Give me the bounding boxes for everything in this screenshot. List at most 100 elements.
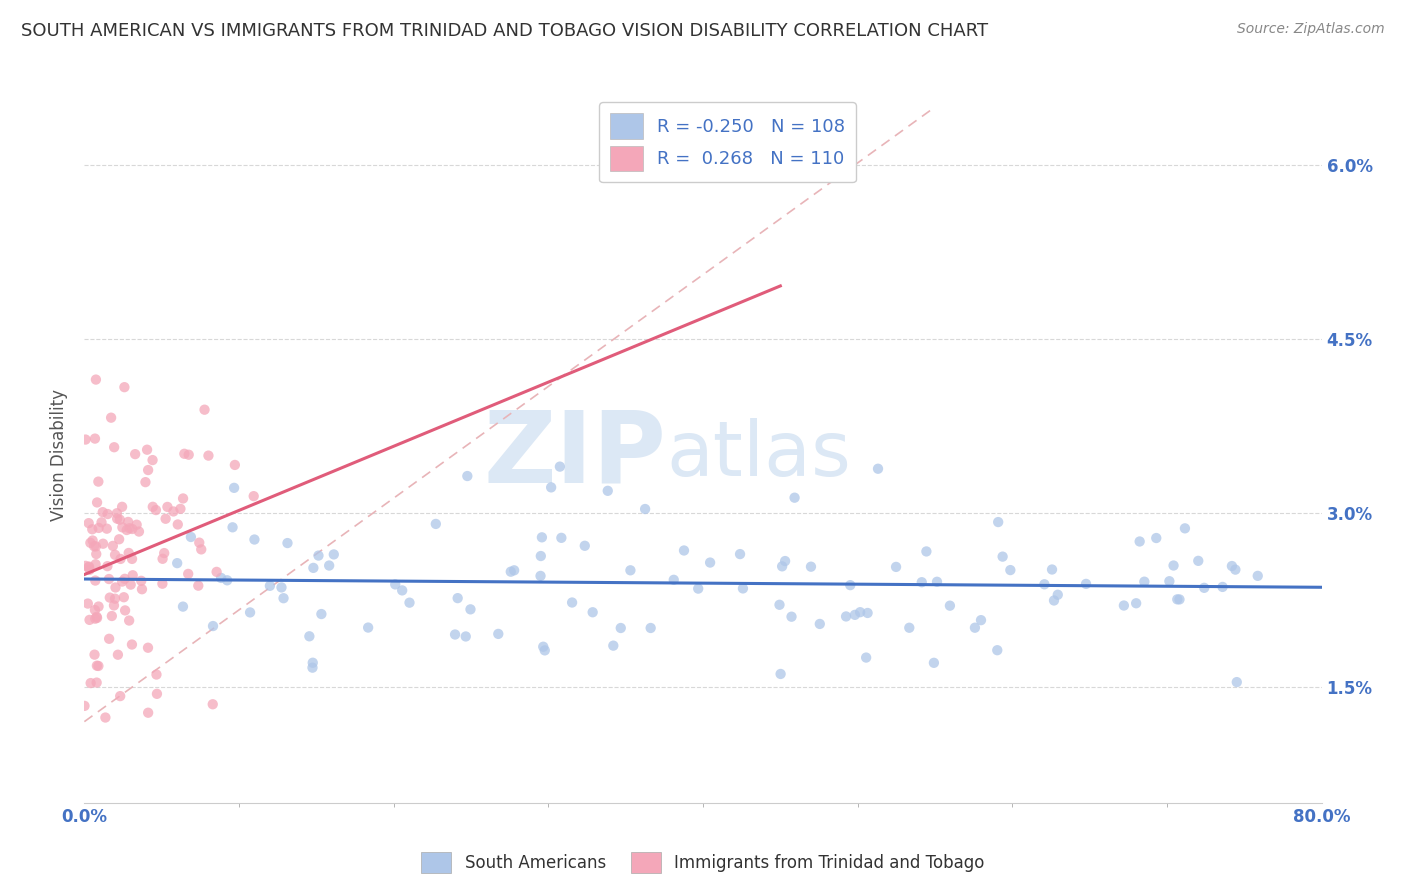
- Point: [166, 517, 188, 532]
- Point: [970, 613, 993, 627]
- Point: [97, 572, 120, 586]
- Point: [688, 582, 710, 596]
- Point: [550, 531, 572, 545]
- Point: [107, 648, 129, 662]
- Point: [1112, 599, 1135, 613]
- Point: [90, 516, 112, 530]
- Point: [121, 522, 143, 536]
- Point: [142, 500, 165, 514]
- Point: [96, 559, 118, 574]
- Point: [963, 621, 986, 635]
- Point: [193, 402, 215, 417]
- Point: [173, 447, 195, 461]
- Point: [91, 505, 114, 519]
- Point: [808, 616, 831, 631]
- Point: [503, 563, 526, 577]
- Point: [77, 560, 100, 574]
- Legend: R = -0.250   N = 108, R =  0.268   N = 110: R = -0.250 N = 108, R = 0.268 N = 110: [599, 103, 856, 182]
- Point: [75, 433, 97, 447]
- Point: [87, 475, 110, 489]
- Point: [460, 602, 482, 616]
- Text: Source: ZipAtlas.com: Source: ZipAtlas.com: [1237, 22, 1385, 37]
- Point: [111, 520, 134, 534]
- Point: [529, 569, 551, 583]
- Point: [79, 536, 101, 550]
- Point: [884, 560, 907, 574]
- Point: [773, 554, 796, 568]
- Point: [153, 546, 176, 560]
- Point: [136, 463, 159, 477]
- Point: [770, 559, 793, 574]
- Point: [939, 599, 962, 613]
- Point: [224, 458, 246, 472]
- Point: [180, 530, 202, 544]
- Point: [1043, 593, 1066, 607]
- Point: [270, 581, 292, 595]
- Point: [602, 639, 624, 653]
- Point: [922, 656, 945, 670]
- Point: [82, 533, 104, 548]
- Point: [662, 573, 685, 587]
- Point: [1144, 531, 1167, 545]
- Point: [391, 583, 413, 598]
- Point: [86, 658, 108, 673]
- Point: [84, 612, 107, 626]
- Point: [104, 581, 127, 595]
- Point: [146, 687, 169, 701]
- Point: [136, 640, 159, 655]
- Point: [610, 621, 633, 635]
- Point: [125, 517, 148, 532]
- Point: [384, 577, 406, 591]
- Point: [1040, 562, 1063, 576]
- Point: [672, 543, 695, 558]
- Point: [302, 561, 325, 575]
- Point: [87, 521, 110, 535]
- Point: [111, 500, 134, 514]
- Point: [202, 619, 225, 633]
- Text: SOUTH AMERICAN VS IMMIGRANTS FROM TRINIDAD AND TOBAGO VISION DISABILITY CORRELAT: SOUTH AMERICAN VS IMMIGRANTS FROM TRINID…: [21, 22, 988, 40]
- Point: [987, 515, 1010, 529]
- Point: [425, 516, 447, 531]
- Point: [112, 591, 135, 605]
- Point: [120, 577, 142, 591]
- Point: [768, 598, 790, 612]
- Point: [454, 630, 477, 644]
- Point: [201, 698, 224, 712]
- Point: [582, 605, 605, 619]
- Point: [1159, 574, 1181, 589]
- Point: [217, 574, 239, 588]
- Point: [835, 609, 858, 624]
- Point: [105, 511, 128, 525]
- Point: [131, 582, 153, 597]
- Point: [188, 535, 211, 549]
- Point: [1247, 569, 1270, 583]
- Point: [104, 548, 127, 562]
- Y-axis label: Vision Disability: Vision Disability: [51, 389, 69, 521]
- Point: [104, 591, 127, 606]
- Point: [276, 536, 298, 550]
- Point: [82, 522, 104, 536]
- Point: [79, 676, 101, 690]
- Point: [103, 440, 125, 454]
- Point: [728, 547, 751, 561]
- Point: [77, 516, 100, 530]
- Point: [114, 603, 136, 617]
- Point: [259, 579, 281, 593]
- Point: [1133, 574, 1156, 589]
- Point: [118, 521, 141, 535]
- Point: [94, 710, 117, 724]
- Point: [1192, 581, 1215, 595]
- Point: [114, 572, 136, 586]
- Point: [800, 559, 823, 574]
- Point: [155, 512, 177, 526]
- Point: [152, 551, 174, 566]
- Point: [110, 552, 132, 566]
- Point: [1212, 580, 1234, 594]
- Point: [77, 559, 100, 574]
- Point: [530, 549, 553, 563]
- Point: [97, 507, 120, 521]
- Point: [911, 575, 934, 590]
- Point: [105, 506, 128, 520]
- Point: [73, 698, 96, 713]
- Point: [121, 568, 143, 582]
